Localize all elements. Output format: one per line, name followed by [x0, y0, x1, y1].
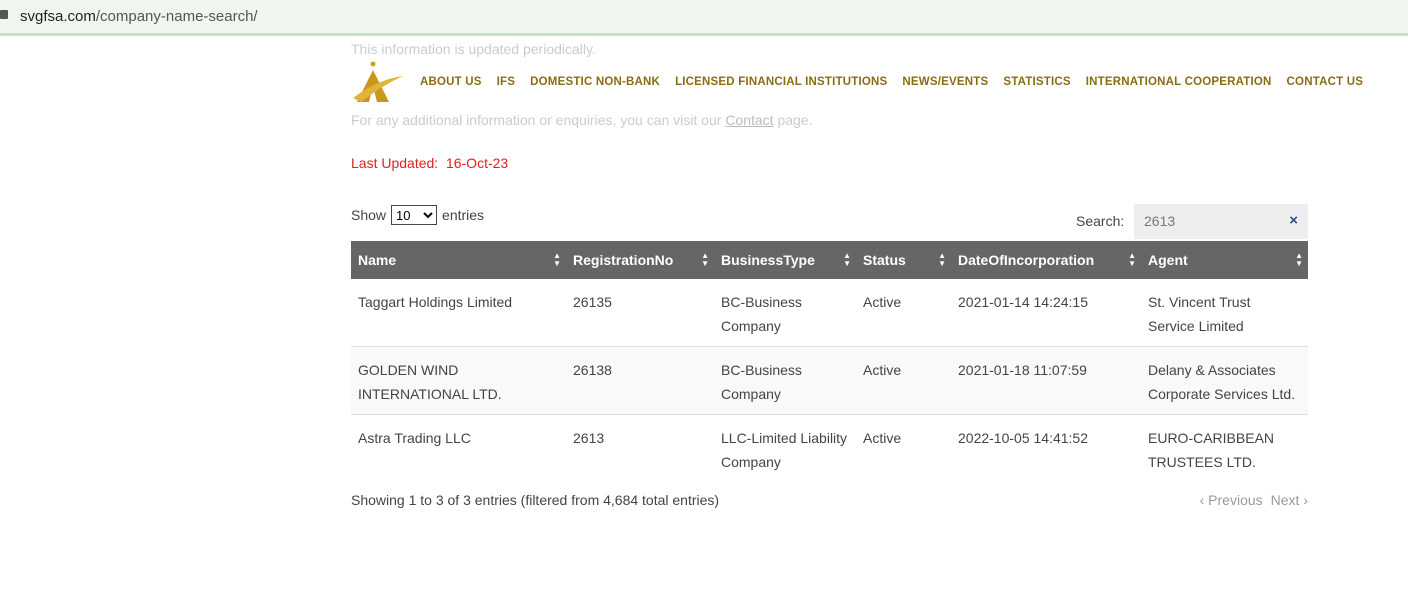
table-cell: Active	[856, 346, 951, 415]
table-cell: BC-Business Company	[714, 279, 856, 347]
nav-ifs[interactable]: IFS	[496, 76, 516, 88]
column-header-label: BusinessType	[721, 252, 815, 268]
contact-link[interactable]: Contact	[725, 112, 774, 128]
nav-contact-us[interactable]: CONTACT US	[1286, 76, 1364, 88]
entries-length: Show 10 entries	[351, 205, 484, 225]
nav-licensed-financial-institutions[interactable]: LICENSED FINANCIAL INSTITUTIONS	[675, 76, 888, 88]
table-row: Taggart Holdings Limited 26135 BC-Business…	[351, 279, 1308, 347]
contact-prefix: For any additional information or enquir…	[351, 112, 726, 128]
table-cell: Delany & Associates Corporate Services L…	[1141, 346, 1308, 415]
column-header[interactable]: Agent ▲ ▼	[1141, 241, 1308, 279]
table-cell: EURO-CARIBBEAN TRUSTEES LTD.	[1148, 430, 1275, 470]
column-header-label: DateOfIncorporation	[958, 252, 1095, 268]
companies-table: Name ▲ ▼ RegistrationNo ▲ ▼ BusinessType ▲ ▼ Stat…	[351, 241, 1308, 482]
table-container: Name ▲ ▼ RegistrationNo ▲ ▼ BusinessType ▲ ▼ Stat…	[351, 241, 1308, 508]
nav-statistics[interactable]: STATISTICS	[1003, 76, 1071, 88]
table-cell: Astra Trading LLC	[358, 430, 471, 446]
sort-icon: ▲ ▼	[938, 251, 946, 268]
column-header[interactable]: Status ▲ ▼	[856, 241, 951, 279]
table-cell: 2022-10-05 14:41:52	[958, 430, 1088, 446]
url-domain: svgfsa.com	[20, 8, 96, 25]
previous-label: Previous	[1208, 492, 1263, 508]
table-cell: GOLDEN WIND INTERNATIONAL LTD.	[351, 346, 566, 415]
url-text[interactable]: svgfsa.com/company-name-search/	[20, 8, 258, 25]
next-button[interactable]: Next ›	[1270, 492, 1308, 508]
column-header-label: Agent	[1148, 252, 1188, 268]
table-cell: 2021-01-18 11:07:59	[951, 346, 1141, 415]
table-cell: Active	[863, 430, 902, 446]
sort-icon: ▲ ▼	[843, 251, 851, 268]
pagination: ‹ Previous Next ›	[1200, 492, 1308, 508]
sort-icon: ▲ ▼	[1295, 251, 1303, 268]
table-cell: 26135	[566, 279, 714, 347]
sort-icon: ▲ ▼	[701, 251, 709, 268]
clear-search-icon[interactable]: ×	[1289, 212, 1298, 229]
column-header[interactable]: DateOfIncorporation ▲ ▼	[951, 241, 1141, 279]
table-footer: Showing 1 to 3 of 3 entries (filtered fr…	[351, 492, 1308, 508]
previous-button[interactable]: ‹ Previous	[1199, 492, 1263, 508]
column-header[interactable]: BusinessType ▲ ▼	[714, 241, 856, 279]
table-cell: LLC-Limited Liability Company	[721, 430, 848, 470]
url-path: /company-name-search/	[95, 8, 258, 25]
column-header-label: RegistrationNo	[573, 252, 674, 268]
table-cell: Active	[856, 279, 951, 347]
column-header-label: Status	[863, 252, 906, 268]
column-header[interactable]: RegistrationNo ▲ ▼	[566, 241, 714, 279]
table-row: GOLDEN WIND INTERNATIONAL LTD. 26138 BC-Bu…	[351, 346, 1308, 415]
logo-icon[interactable]	[351, 60, 405, 104]
table-row: Astra Trading LLC 2613 LLC-Limited Liabili…	[351, 415, 1308, 483]
table-cell: 26138	[566, 346, 714, 415]
search-value: 2613	[1144, 213, 1176, 229]
table-cell: Taggart Holdings Limited	[351, 279, 566, 347]
column-header[interactable]: Name ▲ ▼	[351, 241, 566, 279]
table-cell: 2021-01-14 14:24:15	[951, 279, 1141, 347]
sort-icon: ▲ ▼	[1128, 251, 1136, 268]
intro-text: This information is updated periodically…	[351, 41, 596, 57]
search-input[interactable]: 2613 ×	[1134, 204, 1308, 239]
contact-text: For any additional information or enquir…	[351, 112, 813, 128]
nav-about-us[interactable]: ABOUT US	[420, 76, 482, 88]
table-cell: 2613	[573, 430, 605, 446]
entries-select[interactable]: 10	[391, 205, 438, 225]
main-nav: ABOUT US IFS DOMESTIC NON-BANK LICENSED …	[420, 76, 1400, 88]
show-label: Show	[351, 207, 387, 223]
next-label: Next	[1270, 492, 1300, 508]
search-label: Search:	[1076, 213, 1125, 229]
sort-icon: ▲ ▼	[553, 251, 561, 268]
table-cell: BC-Business Company	[714, 346, 856, 415]
contact-suffix: page.	[773, 112, 813, 128]
nav-domestic-non-bank[interactable]: DOMESTIC NON-BANK	[530, 76, 661, 88]
nav-international-cooperation[interactable]: INTERNATIONAL COOPERATION	[1085, 76, 1272, 88]
last-updated: Last Updated: 16-Oct-23	[351, 155, 509, 171]
address-bar[interactable]: svgfsa.com/company-name-search/	[0, 0, 1408, 36]
lock-icon	[0, 10, 8, 19]
table-cell: St. Vincent Trust Service Limited	[1141, 279, 1308, 347]
column-header-label: Name	[358, 252, 397, 268]
nav-news-events[interactable]: NEWS/EVENTS	[902, 76, 989, 88]
entries-label: entries	[442, 207, 485, 223]
table-info: Showing 1 to 3 of 3 entries (filtered fr…	[351, 492, 720, 508]
